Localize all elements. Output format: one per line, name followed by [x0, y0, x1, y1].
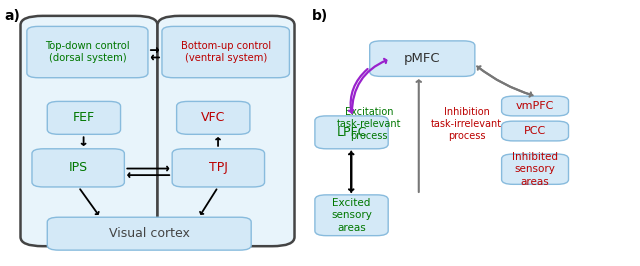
- FancyBboxPatch shape: [502, 96, 568, 116]
- Text: IPS: IPS: [68, 161, 88, 174]
- Text: a): a): [4, 9, 20, 23]
- Text: vmPFC: vmPFC: [516, 101, 554, 111]
- FancyBboxPatch shape: [27, 26, 148, 78]
- FancyBboxPatch shape: [47, 101, 120, 134]
- Text: Excitation
task-relevant
process: Excitation task-relevant process: [337, 107, 401, 142]
- Text: pMFC: pMFC: [404, 52, 440, 65]
- Text: Bottom-up control
(ventral system): Bottom-up control (ventral system): [180, 41, 271, 63]
- FancyBboxPatch shape: [162, 26, 289, 78]
- Text: FEF: FEF: [73, 111, 95, 124]
- Text: PCC: PCC: [524, 126, 546, 136]
- FancyBboxPatch shape: [315, 195, 388, 236]
- FancyBboxPatch shape: [32, 149, 124, 187]
- FancyBboxPatch shape: [370, 41, 475, 76]
- FancyBboxPatch shape: [315, 116, 388, 149]
- Text: Excited
sensory
areas: Excited sensory areas: [331, 198, 372, 233]
- Text: Inhibition
task-irrelevant
process: Inhibition task-irrelevant process: [431, 107, 502, 142]
- Text: Visual cortex: Visual cortex: [109, 227, 189, 240]
- FancyBboxPatch shape: [502, 154, 568, 184]
- Text: Inhibited
sensory
areas: Inhibited sensory areas: [512, 152, 558, 186]
- Text: Top-down control
(dorsal system): Top-down control (dorsal system): [45, 41, 130, 63]
- FancyBboxPatch shape: [502, 121, 568, 141]
- FancyBboxPatch shape: [47, 217, 251, 250]
- Text: b): b): [312, 9, 328, 23]
- Text: LPFC: LPFC: [337, 126, 367, 139]
- FancyBboxPatch shape: [157, 16, 294, 246]
- FancyBboxPatch shape: [20, 16, 157, 246]
- FancyBboxPatch shape: [177, 101, 250, 134]
- Text: TPJ: TPJ: [209, 161, 228, 174]
- Text: VFC: VFC: [201, 111, 225, 124]
- FancyBboxPatch shape: [172, 149, 264, 187]
